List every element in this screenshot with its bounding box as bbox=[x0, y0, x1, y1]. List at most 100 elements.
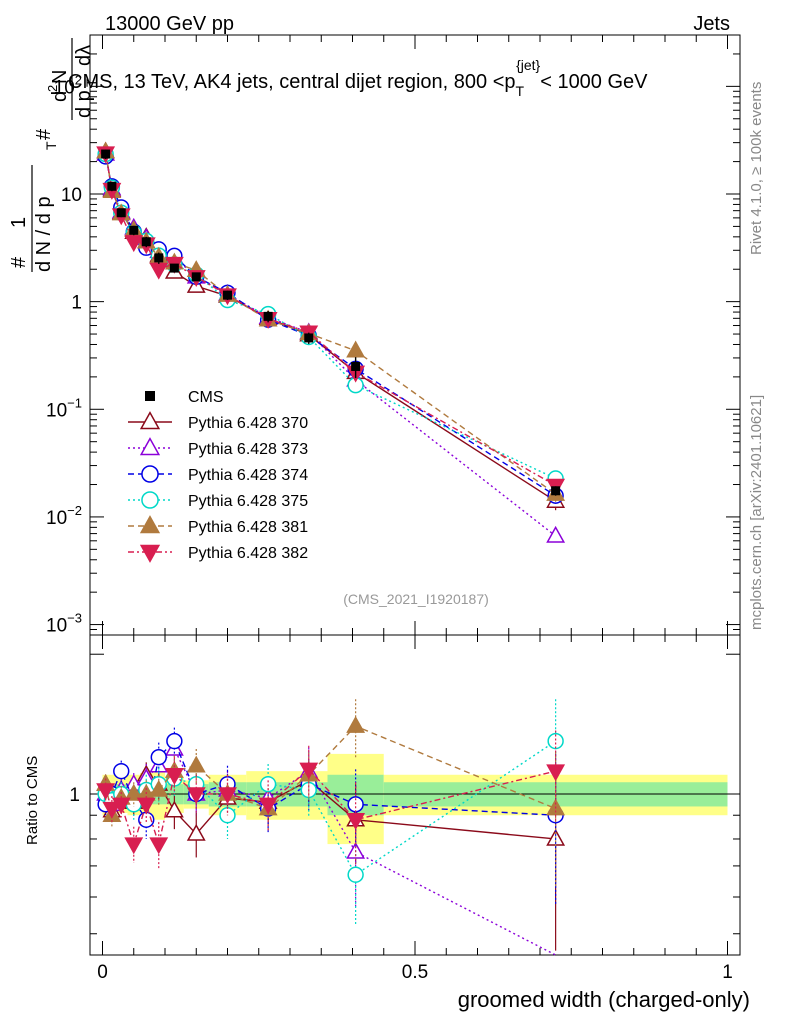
main-series-marker bbox=[546, 525, 566, 543]
legend-label: Pythia 6.428 375 bbox=[188, 493, 308, 510]
x-axis: 0 0.5 1 bbox=[97, 35, 733, 983]
legend-marker-cms bbox=[145, 391, 155, 401]
ylabel-one: 1 bbox=[8, 217, 30, 228]
main-series-line bbox=[104, 151, 557, 495]
legend-label: Pythia 6.428 381 bbox=[188, 519, 308, 536]
ylabel-denominator-sub: T bbox=[43, 141, 59, 150]
ylabel-dpt: d p bbox=[73, 90, 95, 118]
ratio-series-marker bbox=[259, 775, 277, 793]
ratio-series-marker bbox=[546, 764, 566, 782]
chart-title: CMS, 13 TeV, AK4 jets, central dijet reg… bbox=[68, 57, 648, 99]
y-tick-label: 10 bbox=[61, 185, 82, 206]
chart-title-sub: T bbox=[516, 83, 525, 99]
y-tick-label: 1 bbox=[71, 293, 82, 314]
cms-data-point bbox=[154, 253, 164, 263]
ratio-series-marker bbox=[299, 762, 319, 780]
chart-title-prefix: CMS, 13 TeV, AK4 jets, central dijet reg… bbox=[68, 71, 516, 93]
cms-data-point bbox=[141, 237, 151, 247]
legend-marker bbox=[139, 437, 161, 456]
legend-marker bbox=[139, 411, 161, 430]
y-tick-label: 10−1 bbox=[46, 395, 82, 421]
chart-title-suffix: < 1000 GeV bbox=[540, 71, 648, 93]
cms-data-point bbox=[116, 208, 126, 218]
legend-marker bbox=[139, 515, 161, 534]
x-tick-label: 0 bbox=[97, 962, 108, 983]
ratio-series-marker bbox=[547, 732, 564, 750]
ratio-series-marker bbox=[186, 787, 206, 805]
ratio-series-marker bbox=[149, 837, 169, 855]
ratio-series-marker bbox=[346, 813, 366, 830]
ylabel-dpt-sub: T bbox=[83, 78, 99, 87]
cms-data-point bbox=[101, 149, 111, 159]
chart-title-sup: {jet} bbox=[516, 57, 540, 73]
rivet-version-label: Rivet 4.1.0, ≥ 100k events bbox=[748, 82, 765, 255]
y-tick-label: 10−2 bbox=[46, 503, 82, 529]
ratio-series-marker bbox=[124, 783, 144, 801]
legend-marker bbox=[141, 465, 159, 483]
ratio-series-marker bbox=[164, 768, 184, 785]
analysis-tag: (CMS_2021_I1920187) bbox=[343, 591, 489, 607]
main-series-line bbox=[104, 153, 556, 480]
ratio-series-marker bbox=[186, 823, 206, 841]
legend-label: Pythia 6.428 370 bbox=[188, 415, 308, 432]
ylabel-dlambda: dλ bbox=[73, 45, 95, 66]
cms-data-point bbox=[169, 263, 179, 273]
legend: CMS Pythia 6.428 370 Pythia 6.428 373 Pythi… bbox=[128, 389, 308, 563]
legend-label: Pythia 6.428 382 bbox=[188, 545, 308, 562]
ratio-series-marker bbox=[164, 800, 184, 818]
x-axis-label: groomed width (charged-only) bbox=[458, 987, 750, 1012]
header-category-label: Jets bbox=[693, 13, 730, 35]
ratio-series-marker bbox=[166, 732, 183, 750]
cms-data-point bbox=[129, 225, 139, 235]
ratio-series-marker bbox=[136, 797, 156, 815]
cms-data-layer bbox=[101, 149, 561, 496]
cms-data-point bbox=[263, 311, 273, 321]
legend-label: Pythia 6.428 373 bbox=[188, 441, 308, 458]
ratio-uncertainty-bands bbox=[90, 753, 740, 845]
main-series-layer bbox=[96, 141, 566, 543]
ratio-series-marker bbox=[113, 762, 130, 780]
header-energy-label: 13000 GeV pp bbox=[105, 13, 234, 35]
ratio-series-marker bbox=[218, 787, 237, 805]
legend-label: Pythia 6.428 374 bbox=[188, 467, 308, 484]
ratio-series-marker bbox=[258, 797, 278, 815]
ylabel-numerator-n: N bbox=[49, 70, 71, 84]
ratio-series-marker bbox=[346, 715, 366, 733]
ratio-y-axis: 1 bbox=[69, 653, 740, 935]
ratio-series-marker bbox=[111, 797, 131, 815]
ylabel-numerator-sup: 2 bbox=[45, 85, 60, 92]
main-y-axis: 10−3 10−2 10−1 1 10 102 bbox=[46, 34, 740, 637]
legend-label-cms: CMS bbox=[188, 389, 224, 406]
main-series-marker bbox=[346, 340, 366, 358]
y-tick-label: 10−3 bbox=[46, 611, 82, 637]
legend-marker bbox=[139, 544, 161, 563]
ratio-y-axis-label: Ratio to CMS bbox=[24, 756, 41, 845]
legend-marker bbox=[141, 491, 159, 509]
ylabel-numerator-d: d bbox=[49, 91, 71, 102]
ratio-series-marker bbox=[186, 755, 206, 773]
ylabel-denominator: d N / d p bbox=[33, 196, 55, 272]
x-tick-label: 1 bbox=[722, 962, 733, 983]
y-tick-label: 102 bbox=[54, 72, 82, 98]
ratio-series-marker bbox=[102, 801, 122, 819]
ratio-series-marker bbox=[149, 779, 169, 797]
mcplots-label: mcplots.cern.ch [arXiv:2401.10621] bbox=[748, 395, 765, 630]
cms-data-point bbox=[223, 290, 232, 300]
ratio-series-marker bbox=[347, 866, 364, 883]
ratio-series-marker bbox=[124, 837, 144, 855]
cms-data-point bbox=[191, 272, 201, 282]
cms-data-point bbox=[107, 181, 117, 191]
main-series-line bbox=[104, 153, 556, 487]
ratio-series-marker bbox=[96, 783, 116, 801]
cms-data-point bbox=[351, 361, 361, 371]
x-tick-label: 0.5 bbox=[402, 962, 428, 983]
ylabel-hash-2: # bbox=[33, 128, 55, 140]
main-series-marker bbox=[149, 262, 169, 280]
main-series-marker bbox=[124, 235, 144, 253]
ratio-tick-label: 1 bbox=[69, 785, 80, 806]
main-series-line bbox=[104, 151, 557, 502]
cms-data-point bbox=[304, 333, 314, 343]
cms-data-point bbox=[551, 486, 561, 496]
main-series-line bbox=[104, 153, 557, 537]
